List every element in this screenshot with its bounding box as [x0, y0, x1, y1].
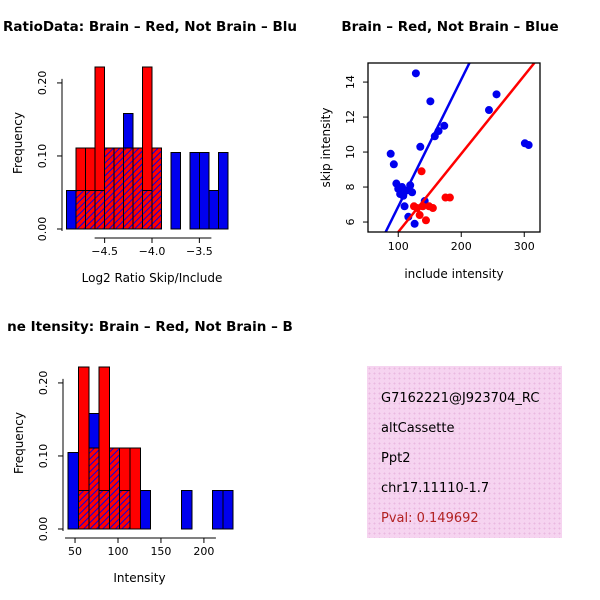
- svg-text:0.10: 0.10: [36, 144, 49, 169]
- svg-text:skip intensity: skip intensity: [319, 108, 333, 188]
- svg-text:0.00: 0.00: [37, 517, 50, 542]
- svg-text:include intensity: include intensity: [404, 267, 503, 281]
- svg-text:0.10: 0.10: [37, 444, 50, 469]
- svg-text:0.20: 0.20: [37, 371, 50, 396]
- svg-text:6: 6: [344, 219, 357, 226]
- svg-text:Frequency: Frequency: [11, 112, 25, 174]
- gene-intensity-histogram-title: ne Itensity: Brain – Red, Not Brain – B: [7, 319, 293, 335]
- probe-id-text: G7162221@J923704_RC: [381, 391, 540, 406]
- svg-text:0.20: 0.20: [36, 71, 49, 96]
- svg-text:8: 8: [344, 184, 357, 191]
- gene-intensity-histogram: 50 100 150 200 0.00 0.10 0.20 Intensity Frequenc…: [12, 366, 234, 585]
- ratio-histogram-title: RatioData: Brain – Red, Not Brain – Blu: [2, 19, 298, 35]
- svg-text:Intensity: Intensity: [113, 571, 165, 585]
- log2-ratio-histogram: −4.5 −4.0 −3.5 0.00 0.10 0.20 Log2 Ratio Skip/…: [11, 66, 229, 285]
- event-type-text: altCassette: [381, 421, 455, 436]
- svg-text:Frequency: Frequency: [12, 412, 26, 474]
- svg-text:Log2 Ratio Skip/Include: Log2 Ratio Skip/Include: [82, 271, 223, 285]
- svg-text:200: 200: [451, 240, 472, 253]
- svg-text:200: 200: [193, 545, 214, 558]
- genomic-location-text: chr17.11110-1.7: [381, 481, 490, 496]
- svg-text:−3.5: −3.5: [186, 245, 213, 258]
- gene-name-text: Ppt2: [381, 451, 411, 466]
- svg-text:10: 10: [344, 145, 357, 159]
- svg-text:300: 300: [514, 240, 535, 253]
- event-info-box: G7162221@J923704_RC altCassette Ppt2 chr…: [367, 366, 562, 538]
- svg-text:0.00: 0.00: [36, 217, 49, 242]
- svg-text:100: 100: [388, 240, 409, 253]
- pval-text: Pval: 0.149692: [381, 511, 479, 526]
- svg-text:−4.0: −4.0: [139, 245, 166, 258]
- svg-text:−4.5: −4.5: [91, 245, 118, 258]
- svg-text:100: 100: [107, 545, 128, 558]
- svg-text:150: 150: [150, 545, 171, 558]
- svg-text:14: 14: [344, 75, 357, 89]
- intensity-scatter-plot: 100 200 300 6 8 10 12 14 include intensity skip i…: [319, 62, 541, 281]
- intensity-scatter-title: Brain – Red, Not Brain – Blue: [341, 19, 559, 35]
- svg-text:12: 12: [344, 110, 357, 124]
- svg-text:50: 50: [68, 545, 82, 558]
